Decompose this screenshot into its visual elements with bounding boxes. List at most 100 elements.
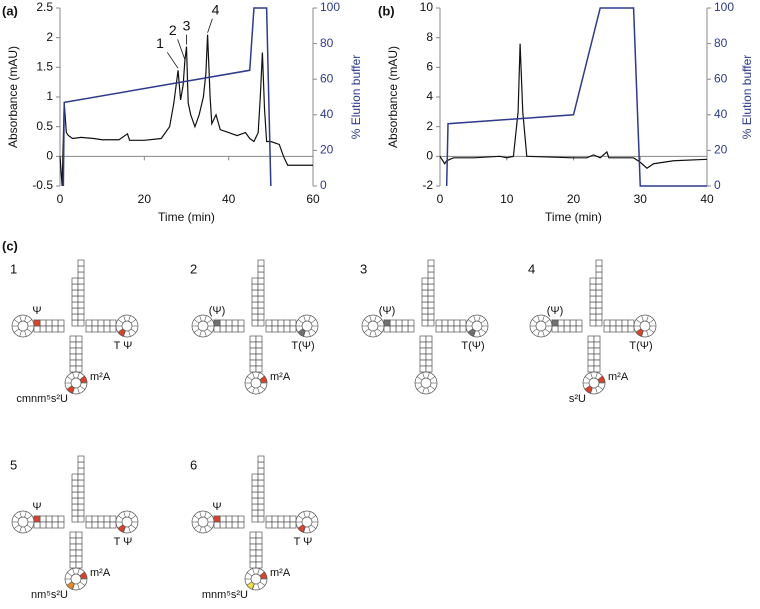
x-tick-label: 0 xyxy=(57,192,64,206)
y2-tick-label: 100 xyxy=(714,0,734,14)
nucleotide xyxy=(421,283,429,291)
nucleotide xyxy=(77,319,85,327)
nucleotide xyxy=(77,461,85,469)
loop-divider xyxy=(193,515,200,520)
loop-divider xyxy=(128,330,131,337)
nucleotide xyxy=(71,485,79,493)
nucleotide xyxy=(71,503,79,511)
nucleotide xyxy=(71,479,79,487)
loop-divider xyxy=(66,572,73,577)
y-tick-label: -0.5 xyxy=(32,178,53,192)
modification-label: Ψ xyxy=(32,501,41,513)
nucleotide xyxy=(57,319,65,327)
loop-divider xyxy=(473,315,476,322)
nucleotide xyxy=(425,359,433,367)
nucleotide xyxy=(563,319,571,327)
loop-divider xyxy=(308,330,311,337)
y-axis-label: Absorbance (mAU) xyxy=(6,46,20,148)
modification-label: T Ψ xyxy=(114,536,133,548)
y-tick-label: -2 xyxy=(422,178,433,192)
loop-divider xyxy=(537,315,540,322)
modified-nucleotide xyxy=(117,328,126,337)
modified-nucleotide xyxy=(635,328,644,337)
loop-inner xyxy=(197,516,209,528)
nucleotide xyxy=(225,319,233,327)
nucleotide xyxy=(257,319,265,327)
loop-divider xyxy=(374,330,377,337)
modification-label: m²A xyxy=(608,371,629,383)
loop-divider xyxy=(544,319,551,324)
nucleotide xyxy=(255,347,263,355)
nucleotide xyxy=(427,295,435,303)
nucleotide xyxy=(71,289,79,297)
nucleotide xyxy=(257,455,265,463)
nucleotide xyxy=(45,325,53,333)
loop-divider xyxy=(478,315,481,322)
y-tick-label: 2 xyxy=(426,119,433,133)
nucleotide xyxy=(75,531,83,539)
nucleotide xyxy=(71,307,79,315)
loop-divider xyxy=(24,315,27,322)
nucleotide xyxy=(595,289,603,297)
nucleotide xyxy=(225,325,233,333)
loop-divider xyxy=(363,319,370,324)
nucleotide xyxy=(595,259,603,267)
nucleotide xyxy=(569,319,577,327)
y-tick-label: 0.5 xyxy=(36,119,53,133)
loop-divider xyxy=(310,328,317,333)
nucleotide xyxy=(593,365,601,373)
nucleotide xyxy=(621,319,629,327)
nucleotide xyxy=(77,313,85,321)
nucleotide xyxy=(77,271,85,279)
nucleotide xyxy=(595,277,603,285)
loop-divider xyxy=(77,372,80,379)
y2-tick-label: 40 xyxy=(320,107,334,121)
nucleotide xyxy=(595,271,603,279)
trna-number: 1 xyxy=(10,261,17,276)
nucleotide xyxy=(419,341,427,349)
y-tick-label: 1 xyxy=(46,89,53,103)
nucleotide xyxy=(77,289,85,297)
x-tick-label: 40 xyxy=(222,192,236,206)
loop-divider xyxy=(478,330,481,337)
modified-nucleotide xyxy=(213,319,221,327)
loop-divider xyxy=(77,568,80,575)
loop-divider xyxy=(193,524,200,529)
nucleotide xyxy=(225,515,233,523)
nucleotide xyxy=(401,319,409,327)
nucleotide xyxy=(57,325,65,333)
modified-nucleotide xyxy=(33,515,41,523)
nucleotide xyxy=(77,467,85,475)
loop-divider xyxy=(597,385,604,390)
nucleotide xyxy=(589,277,597,285)
nucleotide xyxy=(69,555,77,563)
y2-tick-label: 0 xyxy=(320,178,327,192)
nucleotide xyxy=(289,319,297,327)
loop-divider xyxy=(429,376,436,381)
nucleotide xyxy=(257,467,265,475)
nucleotide xyxy=(425,347,433,355)
nucleotide xyxy=(421,319,429,327)
modification-label: T Ψ xyxy=(114,340,133,352)
nucleotide xyxy=(589,289,597,297)
loop-divider xyxy=(130,515,137,520)
nucleotide xyxy=(587,347,595,355)
annotation-leader xyxy=(207,18,213,33)
annotation: 4 xyxy=(212,1,220,17)
loop-divider xyxy=(206,328,213,333)
nucleotide xyxy=(563,325,571,333)
nucleotide xyxy=(257,271,265,279)
nucleotide xyxy=(283,515,291,523)
nucleotide xyxy=(257,497,265,505)
modification-label: m²A xyxy=(90,371,111,383)
nucleotide xyxy=(277,521,285,529)
modification-label: m²A xyxy=(270,567,291,579)
loop-divider xyxy=(259,385,266,390)
nucleotide xyxy=(265,325,273,333)
modified-nucleotide xyxy=(297,328,306,337)
loop-divider xyxy=(376,319,383,324)
nucleotide xyxy=(71,509,79,517)
nucleotide xyxy=(77,485,85,493)
nucleotide xyxy=(103,521,111,529)
x-axis-label: Time (min) xyxy=(158,210,215,224)
